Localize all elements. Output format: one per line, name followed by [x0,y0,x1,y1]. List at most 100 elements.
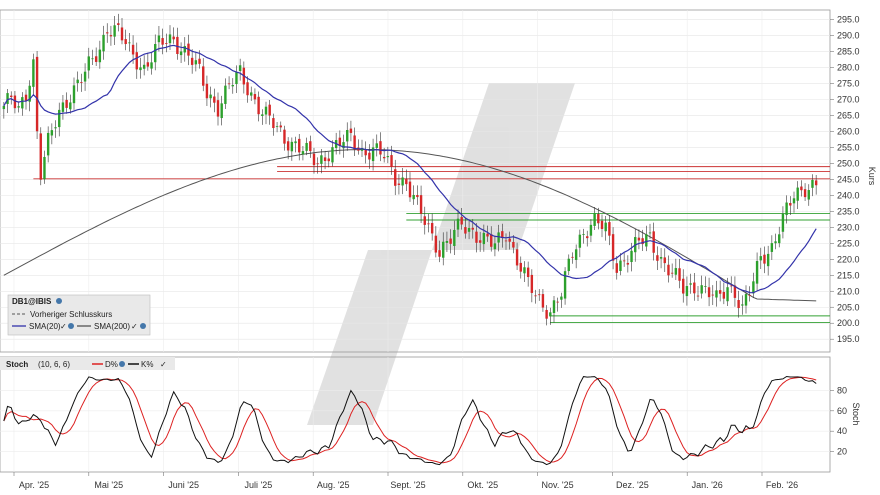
candle-body [626,262,630,265]
candle-body [574,249,578,260]
candle-body [737,300,740,309]
candle-body [685,286,689,297]
x-tick-label: Apr. '25 [19,480,49,490]
candle-body [46,132,50,156]
candle-body [744,294,748,306]
candle-body [32,59,35,87]
candle-body [10,95,13,98]
candle-body [190,57,194,65]
stoch-axis-label: Stoch [851,402,861,425]
y-tick-label: 295.0 [837,15,860,25]
candle-body [17,106,20,108]
candle-body [497,232,500,243]
candle-body [641,238,644,245]
legend-symbol-icon[interactable] [56,298,62,304]
candle-body [87,56,90,71]
candle-body [405,178,408,185]
candle-body [530,274,534,293]
candle-body [213,96,216,103]
sma200-line [3,149,817,302]
candle-body [467,227,471,232]
candle-body [733,285,737,298]
candle-body [316,163,319,165]
candle-body [512,241,515,248]
candle-body [545,309,548,319]
candle-body [807,190,810,200]
candle-body [83,71,87,82]
stoch-tick-label: 20 [837,447,847,457]
stoch-d-label: D% [105,360,118,369]
candle-body [375,143,378,148]
candle-body [774,241,777,244]
legend-sma20-icon[interactable] [68,323,74,329]
candle-body [501,231,504,239]
candle-body [619,260,622,271]
y-tick-label: 250.0 [837,158,860,168]
stoch-legend[interactable]: Stoch (10, 6, 6) D% K% ✓ [0,357,175,370]
x-tick-label: Feb. '26 [766,480,798,490]
legend-sma200-icon[interactable] [140,323,146,329]
candle-body [301,151,305,155]
candle-body [519,262,522,272]
candle-body [504,240,508,242]
stoch-d-icon[interactable] [119,361,125,367]
stoch-d-line [3,376,817,464]
candle-body [401,177,404,186]
candle-body [198,58,201,64]
candle-body [803,189,807,198]
candle-body [770,243,774,252]
candle-body [102,34,105,52]
candle-body [43,156,46,180]
candle-body [412,194,415,200]
candle-body [298,138,301,153]
legend-sma20-check[interactable]: ✓ [60,322,67,331]
candle-body [320,155,323,164]
candle-body [257,96,260,115]
y-tick-label: 275.0 [837,79,860,89]
candle-body [645,234,648,247]
candle-body [408,181,412,198]
candle-body [106,32,109,34]
x-tick-label: Juli '25 [245,480,273,490]
candle-body [593,212,596,226]
y-tick-label: 220.0 [837,254,860,264]
candle-body [549,312,552,317]
price-legend[interactable]: DB1@IBIS Vorheriger Schlusskurs SMA(20) … [7,294,151,336]
candle-body [693,282,696,294]
candle-body [183,46,186,53]
candle-body [534,295,537,297]
candle-body [50,130,54,136]
stoch-tick-label: 80 [837,385,847,395]
candle-body [478,240,482,243]
candle-body [113,25,116,37]
candle-body [150,62,153,69]
candle-body [360,148,364,151]
candle-body [94,56,98,62]
candle-body [508,238,511,242]
candle-body [65,99,68,108]
candle-body [386,156,390,158]
y-tick-label: 270.0 [837,94,860,104]
price-panel [0,9,831,353]
legend-sma200-check[interactable]: ✓ [131,322,138,331]
y-tick-label: 200.0 [837,318,860,328]
candle-body [279,125,282,128]
candle-body [397,183,401,185]
candle-body [667,264,670,276]
candle-body [678,268,681,281]
candle-body [563,271,567,299]
candle-body [165,43,168,44]
candle-body [523,267,526,274]
candle-body [364,149,367,156]
candle-body [748,294,751,296]
candle-body [726,287,729,302]
candle-body [390,155,393,167]
legend-prev-close: Vorheriger Schlusskurs [30,310,112,319]
candle-body [154,43,157,63]
candle-body [179,51,183,56]
stoch-panel [0,356,831,473]
y-tick-label: 230.0 [837,222,860,232]
candle-body [490,234,493,247]
candle-body [456,218,460,230]
stoch-k-check[interactable]: ✓ [160,360,167,369]
